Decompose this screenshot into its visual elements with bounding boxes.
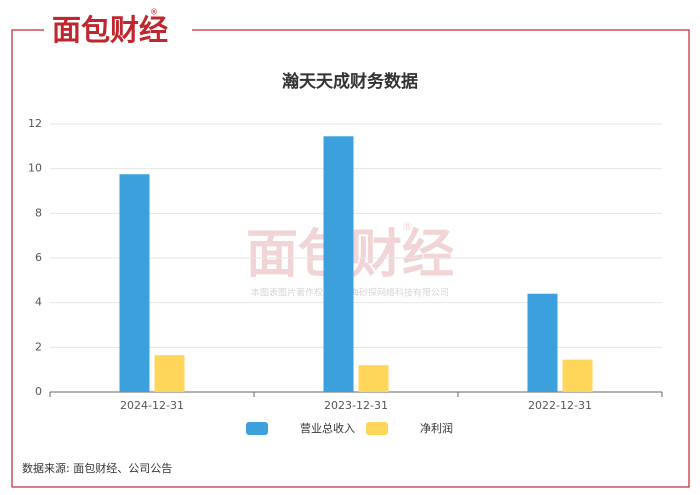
y-tick-label: 4 <box>35 296 42 309</box>
logo-mark: ® <box>150 8 158 17</box>
bar <box>154 355 185 392</box>
x-tick-label: 2022-12-31 <box>528 399 592 412</box>
legend-label: 净利润 <box>420 421 453 435</box>
bar <box>323 136 354 392</box>
source: 数据来源: 面包财经、公司公告 <box>22 461 172 475</box>
y-tick-label: 12 <box>28 117 42 130</box>
y-tick-label: 6 <box>35 251 42 264</box>
bar <box>119 174 150 392</box>
legend-swatch <box>246 422 268 435</box>
bar <box>562 359 593 392</box>
x-tick-label: 2023-12-31 <box>324 399 388 412</box>
logo: 面包财经 <box>52 13 168 47</box>
y-tick-label: 8 <box>35 206 42 219</box>
logo-bg <box>44 8 192 52</box>
x-tick-label: 2024-12-31 <box>120 399 184 412</box>
y-tick-label: 0 <box>35 385 42 398</box>
chart-title: 瀚天天成财务数据 <box>281 71 418 92</box>
bar <box>527 293 558 392</box>
frame <box>11 29 690 488</box>
watermark-mark: ® <box>402 220 413 233</box>
y-tick-label: 10 <box>28 162 42 175</box>
legend-swatch <box>366 422 388 435</box>
legend-label: 营业总收入 <box>300 421 355 435</box>
bar <box>358 365 389 392</box>
y-tick-label: 2 <box>35 340 42 353</box>
